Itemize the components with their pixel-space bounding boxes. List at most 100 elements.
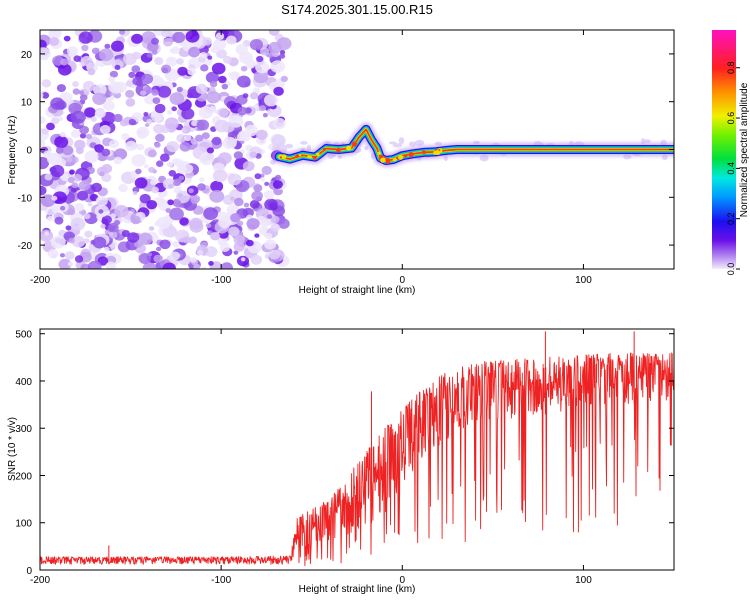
noise-speckle — [222, 136, 237, 150]
noise-speckle — [99, 48, 114, 61]
noise-speckle — [388, 141, 397, 145]
noise-speckle — [264, 94, 279, 107]
noise-speckle — [205, 223, 212, 229]
noise-speckle — [127, 232, 140, 243]
x-tick-label: -100 — [211, 275, 231, 286]
noise-speckle — [157, 85, 172, 98]
ridge-speck — [438, 149, 441, 151]
x-tick-label: 100 — [575, 275, 592, 286]
noise-speckle — [48, 30, 61, 40]
noise-speckle — [44, 173, 53, 181]
noise-speckle — [156, 160, 164, 167]
noise-speckle — [94, 144, 104, 153]
y-tick-label: 500 — [15, 330, 32, 341]
noise-speckle — [40, 92, 44, 98]
colorbar: 0.0 0.2 0.4 0.6 0.8 Normalized spectral ampl… — [712, 30, 750, 275]
noise-speckle — [151, 37, 159, 45]
noise-speckle — [56, 84, 66, 93]
y-tick-label: 10 — [21, 98, 33, 109]
noise-speckle — [195, 134, 204, 142]
noise-speckle — [74, 255, 84, 263]
noise-speckle — [242, 93, 249, 99]
noise-speckle — [164, 117, 179, 130]
noise-speckle — [202, 37, 212, 46]
noise-speckle — [169, 48, 175, 54]
y-tick-label: 200 — [15, 471, 32, 482]
noise-speckle — [268, 249, 281, 260]
noise-speckle — [83, 213, 91, 220]
noise-speckle — [71, 235, 86, 248]
ridge-speck — [398, 154, 404, 160]
noise-speckle — [131, 154, 146, 167]
noise-speckle — [167, 199, 174, 206]
noise-speckle — [59, 132, 66, 138]
noise-speckle — [78, 180, 91, 191]
noise-speckle — [249, 92, 259, 100]
noise-speckle — [107, 222, 119, 233]
y-tick-label: 100 — [15, 519, 32, 530]
noise-speckle — [265, 232, 273, 240]
noise-speckle — [84, 230, 93, 238]
noise-speckle — [205, 246, 218, 258]
noise-speckle — [40, 156, 50, 170]
noise-speckle — [100, 124, 111, 135]
noise-speckle — [113, 156, 123, 165]
ridge-speck — [279, 156, 282, 159]
noise-speckle — [67, 46, 79, 56]
ridge-speck — [308, 155, 312, 159]
noise-speckle — [131, 65, 141, 73]
noise-speckle — [54, 216, 64, 225]
noise-speckle — [78, 31, 93, 44]
noise-speckle — [211, 62, 226, 75]
noise-speckle — [121, 133, 130, 141]
noise-speckle — [174, 158, 184, 167]
noise-speckle — [169, 251, 180, 261]
noise-speckle — [73, 174, 82, 182]
noise-speckle — [69, 169, 75, 175]
noise-speckle — [218, 216, 232, 229]
x-tick-label: 100 — [575, 575, 592, 586]
noise-speckle — [206, 91, 221, 104]
noise-speckle — [70, 129, 81, 138]
noise-speckle — [172, 31, 186, 43]
noise-speckle — [40, 185, 47, 196]
noise-speckle — [176, 134, 187, 143]
noise-speckle — [190, 257, 197, 263]
noise-speckle — [236, 75, 251, 88]
noise-speckle — [208, 261, 214, 266]
noise-speckle — [72, 88, 81, 95]
ridge-red — [278, 128, 674, 162]
noise-speckle — [300, 141, 308, 145]
noise-speckle — [55, 147, 64, 154]
noise-speckle — [52, 191, 67, 204]
noise-speckle — [273, 86, 284, 96]
noise-speckle — [254, 233, 260, 238]
noise-speckle — [176, 164, 188, 174]
noise-speckle — [68, 237, 75, 244]
noise-speckle — [181, 127, 187, 132]
noise-speckle — [41, 128, 49, 135]
y-tick-label: 400 — [15, 377, 32, 388]
y-tick-label: -10 — [18, 193, 33, 204]
colorbar-tick-label: 0.2 — [726, 212, 736, 225]
ridge-speck — [351, 141, 357, 147]
noise-speckle — [228, 72, 234, 77]
ridge-speck — [392, 159, 395, 162]
noise-speckle — [260, 177, 266, 182]
noise-speckle — [85, 133, 93, 140]
noise-speckle — [128, 71, 136, 78]
noise-speckle — [176, 58, 184, 65]
noise-speckle — [147, 252, 153, 257]
noise-speckle — [169, 92, 185, 105]
noise-speckle — [249, 151, 257, 158]
noise-speckle — [131, 33, 143, 44]
noise-speckle — [146, 118, 153, 125]
colorbar-gradient — [712, 30, 736, 269]
noise-speckle — [71, 182, 79, 189]
noise-speckle — [146, 200, 158, 210]
noise-speckle — [198, 106, 214, 119]
snr-y-ticks: 0 100 200 300 400 500 — [15, 330, 674, 577]
noise-speckle — [392, 143, 403, 148]
noise-speckle — [134, 177, 148, 189]
